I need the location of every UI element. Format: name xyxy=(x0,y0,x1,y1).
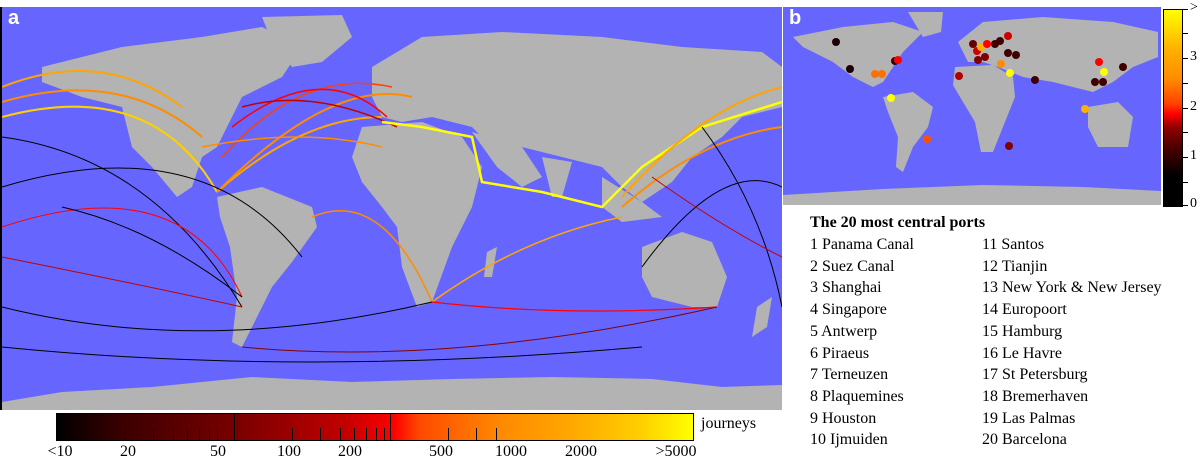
colorbar-tick-label: 500 xyxy=(429,443,453,460)
port-item: 13 New York & New Jersey xyxy=(982,279,1162,297)
colorbar-tick-label: 50 xyxy=(210,443,226,460)
journeys-colorbar: <10 20 50 100 200 500 1000 2000 >5000 jo… xyxy=(47,413,756,463)
colorbar-tick-label: 2000 xyxy=(565,443,597,460)
colorbar-gradient xyxy=(56,413,694,441)
colorbar-tick-label: 200 xyxy=(338,443,362,460)
port-item: 10 Ijmuiden xyxy=(810,431,888,449)
port-item: 11 Santos xyxy=(982,236,1045,253)
port-item: 3 Shanghai xyxy=(810,279,882,297)
centrality-colorbar xyxy=(1163,9,1183,207)
ports-column-right: 11 Santos 12 Tianjin 13 New York & New J… xyxy=(982,234,1162,451)
central-ports-map: b xyxy=(782,7,1161,205)
colorbar-unit-label: journeys xyxy=(701,415,757,432)
vbar-tick-label: 0 xyxy=(1190,196,1197,211)
port-item: 17 St Petersburg xyxy=(982,366,1088,384)
vbar-tick-label: > xyxy=(1190,0,1198,15)
port-item: 20 Barcelona xyxy=(982,431,1067,449)
panel-a-label: a xyxy=(8,7,20,29)
port-item: 9 Houston xyxy=(810,409,877,427)
land-masses xyxy=(2,15,782,410)
colorbar-tick-label: >5000 xyxy=(655,443,697,460)
port-item: 16 Le Havre xyxy=(982,344,1062,362)
ports-list-title: The 20 most central ports xyxy=(810,214,986,231)
port-item: 4 Singapore xyxy=(810,301,887,319)
port-markers xyxy=(832,32,1127,150)
vbar-tick-label: 1 xyxy=(1190,148,1197,163)
port-item: 1 Panama Canal xyxy=(810,236,914,253)
port-item: 15 Hamburg xyxy=(982,322,1063,340)
port-item: 8 Plaquemines xyxy=(810,387,904,405)
ports-world-map xyxy=(783,12,1161,205)
ports-column-left: 1 Panama Canal 2 Suez Canal 3 Shanghai 4… xyxy=(810,234,982,451)
port-item: 6 Piraeus xyxy=(810,344,870,362)
panel-b-label: b xyxy=(789,7,802,29)
vbar-tick-label: 3 xyxy=(1190,49,1197,64)
colorbar-tick-label: 100 xyxy=(277,443,301,460)
colorbar-tick-label: 20 xyxy=(120,443,136,460)
colorbar-tick-label: <10 xyxy=(47,443,73,460)
port-item: 14 Europoort xyxy=(982,301,1067,319)
shipping-routes-map: a xyxy=(0,7,782,410)
port-item: 7 Terneuzen xyxy=(810,366,889,384)
shipping-routes xyxy=(2,70,782,363)
port-item: 19 Las Palmas xyxy=(982,409,1076,427)
colorbar-tick-label: 1000 xyxy=(495,443,527,460)
central-ports-list: The 20 most central ports 1 Panama Canal… xyxy=(810,214,1200,451)
world-map-routes xyxy=(2,15,782,410)
port-item: 2 Suez Canal xyxy=(810,257,895,275)
port-item: 5 Antwerp xyxy=(810,322,878,340)
vbar-tick-label: 2 xyxy=(1190,99,1197,114)
port-item: 12 Tianjin xyxy=(982,257,1048,275)
port-item: 18 Bremerhaven xyxy=(982,387,1089,405)
